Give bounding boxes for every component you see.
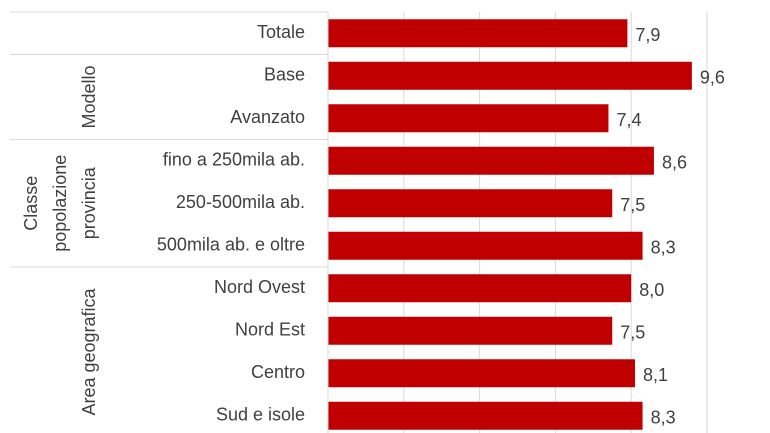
- group-label: Classe: [21, 176, 41, 231]
- bar: [328, 146, 654, 175]
- value-label: 8,6: [662, 153, 687, 173]
- value-label: 8,3: [651, 238, 676, 258]
- bar: [328, 231, 643, 260]
- value-label: 7,5: [620, 323, 645, 343]
- value-label: 9,6: [700, 68, 725, 88]
- group-label: Area geografica: [79, 287, 99, 415]
- bar: [328, 401, 643, 430]
- category-label: Avanzato: [230, 107, 305, 127]
- category-label: Sud e isole: [216, 405, 305, 425]
- bar: [328, 316, 613, 345]
- bar: [328, 61, 692, 90]
- bar: [328, 189, 613, 218]
- category-label: Totale: [257, 22, 305, 42]
- value-label: 8,0: [639, 280, 664, 300]
- category-label: Nord Est: [235, 320, 305, 340]
- group-label: popolazione: [50, 155, 70, 252]
- value-label: 7,4: [616, 110, 641, 130]
- bar: [328, 19, 628, 48]
- value-label: 8,1: [643, 365, 668, 385]
- bar: [328, 104, 609, 133]
- category-label: fino a 250mila ab.: [163, 150, 305, 170]
- value-label: 7,9: [635, 25, 660, 45]
- category-label: Nord Ovest: [214, 277, 305, 297]
- bar: [328, 359, 635, 388]
- bar: [328, 274, 632, 303]
- value-label: 8,3: [651, 408, 676, 428]
- group-label: provincia: [79, 166, 99, 239]
- value-label: 7,5: [620, 195, 645, 215]
- category-label: Centro: [251, 362, 305, 382]
- category-label: 250-500mila ab.: [176, 192, 305, 212]
- category-label: Base: [264, 65, 305, 85]
- category-label: 500mila ab. e oltre: [157, 235, 305, 255]
- group-label: Modello: [79, 65, 99, 128]
